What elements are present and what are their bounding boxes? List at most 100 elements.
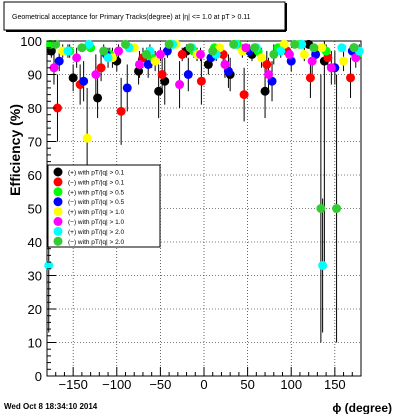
data-point — [44, 260, 54, 270]
footer-timestamp: Wed Oct 8 18:34:10 2014 — [4, 402, 98, 411]
legend-label: (−) with pT/|q| > 0.5 — [68, 199, 125, 206]
data-point — [52, 103, 62, 113]
data-point — [257, 53, 267, 63]
data-point — [155, 49, 165, 59]
data-point — [290, 39, 300, 49]
x-tick-label: −150 — [59, 377, 88, 392]
legend-marker — [53, 197, 63, 207]
x-tick-label: 50 — [240, 377, 254, 392]
y-tick-label: 40 — [28, 235, 42, 250]
data-point — [157, 70, 167, 79]
data-point — [279, 39, 289, 49]
grid — [47, 41, 361, 376]
x-tick-label: 100 — [280, 377, 302, 392]
data-point — [223, 66, 233, 76]
data-point — [262, 59, 272, 69]
data-point — [54, 56, 64, 66]
y-tick-label: 80 — [28, 101, 42, 116]
data-point — [316, 204, 326, 213]
data-point — [218, 49, 228, 59]
data-point — [241, 43, 251, 53]
data-point — [114, 46, 124, 56]
data-point — [264, 70, 274, 79]
legend: (+) with pT/|q| > 0.1 (−) with pT/|q| > 0… — [47, 164, 161, 248]
y-tick-label: 30 — [28, 269, 42, 284]
data-point — [51, 39, 61, 49]
y-tick-label: 70 — [28, 135, 42, 150]
legend-marker — [53, 207, 63, 217]
y-tick-label: 90 — [28, 68, 42, 83]
legend-label: (−) with pT/|q| > 0.1 — [68, 179, 125, 186]
y-axis-label: Efficiency (%) — [7, 104, 23, 196]
data-point — [260, 86, 270, 96]
y-tick-label: 100 — [20, 34, 42, 49]
data-points — [44, 39, 364, 270]
data-point — [134, 59, 144, 69]
data-point — [215, 43, 225, 53]
data-point — [229, 39, 239, 49]
x-tick-label: 150 — [324, 377, 346, 392]
legend-marker — [53, 236, 63, 246]
data-point — [77, 43, 87, 53]
data-point — [68, 73, 78, 83]
data-point — [82, 133, 92, 143]
title-box — [3, 1, 286, 31]
data-point — [267, 76, 277, 86]
data-point — [220, 59, 230, 69]
y-tick-label: 20 — [28, 302, 42, 317]
data-point — [317, 43, 327, 53]
legend-box — [47, 164, 161, 248]
data-point — [196, 49, 206, 59]
y-tick-label: 60 — [28, 168, 42, 183]
data-point — [91, 70, 101, 79]
data-point — [349, 43, 359, 53]
legend-marker — [53, 226, 63, 236]
data-point — [326, 63, 336, 73]
data-point — [141, 49, 151, 59]
legend-marker — [53, 187, 63, 197]
data-point — [79, 76, 89, 86]
legend-label: (+) with pT/|q| > 0.5 — [68, 189, 125, 196]
x-axis-label: ϕ (degree) — [332, 401, 392, 414]
data-point — [307, 56, 317, 66]
data-point — [164, 39, 174, 49]
data-point — [185, 43, 195, 53]
data-point — [299, 49, 309, 59]
data-point — [49, 63, 59, 73]
data-point — [143, 59, 153, 69]
data-point — [351, 53, 361, 63]
data-point — [276, 46, 286, 56]
legend-marker — [53, 177, 63, 187]
data-point — [239, 90, 249, 100]
data-point — [332, 204, 342, 213]
data-point — [122, 83, 132, 93]
data-point — [99, 46, 109, 56]
data-point — [250, 43, 260, 53]
data-point — [339, 56, 349, 66]
x-tick-label: −100 — [102, 377, 131, 392]
y-tick-label: 0 — [35, 369, 42, 384]
y-tick-label: 50 — [28, 202, 42, 217]
axes: −150 −100 −50 0 50 100 150 0 10 20 30 40 50 60 70 80 90 1… — [20, 34, 362, 392]
data-point — [309, 43, 319, 53]
data-point — [318, 260, 328, 270]
y-tick-label: 10 — [28, 336, 42, 351]
data-point — [183, 70, 193, 79]
x-tick-label: −50 — [149, 377, 171, 392]
data-point — [297, 39, 307, 49]
data-point — [208, 46, 218, 56]
legend-label: (+) with pT/|q| > 1.0 — [68, 209, 125, 216]
legend-label: (+) with pT/|q| > 0.1 — [68, 170, 125, 177]
data-point — [196, 76, 206, 86]
data-point — [284, 49, 294, 59]
data-point — [103, 53, 113, 63]
chart-title: Geometrical acceptance for Primary Track… — [12, 14, 251, 21]
data-point — [134, 66, 144, 76]
data-point — [177, 49, 187, 59]
data-point — [121, 39, 130, 49]
data-point — [305, 73, 315, 83]
data-point — [93, 93, 103, 103]
data-point — [150, 56, 160, 66]
